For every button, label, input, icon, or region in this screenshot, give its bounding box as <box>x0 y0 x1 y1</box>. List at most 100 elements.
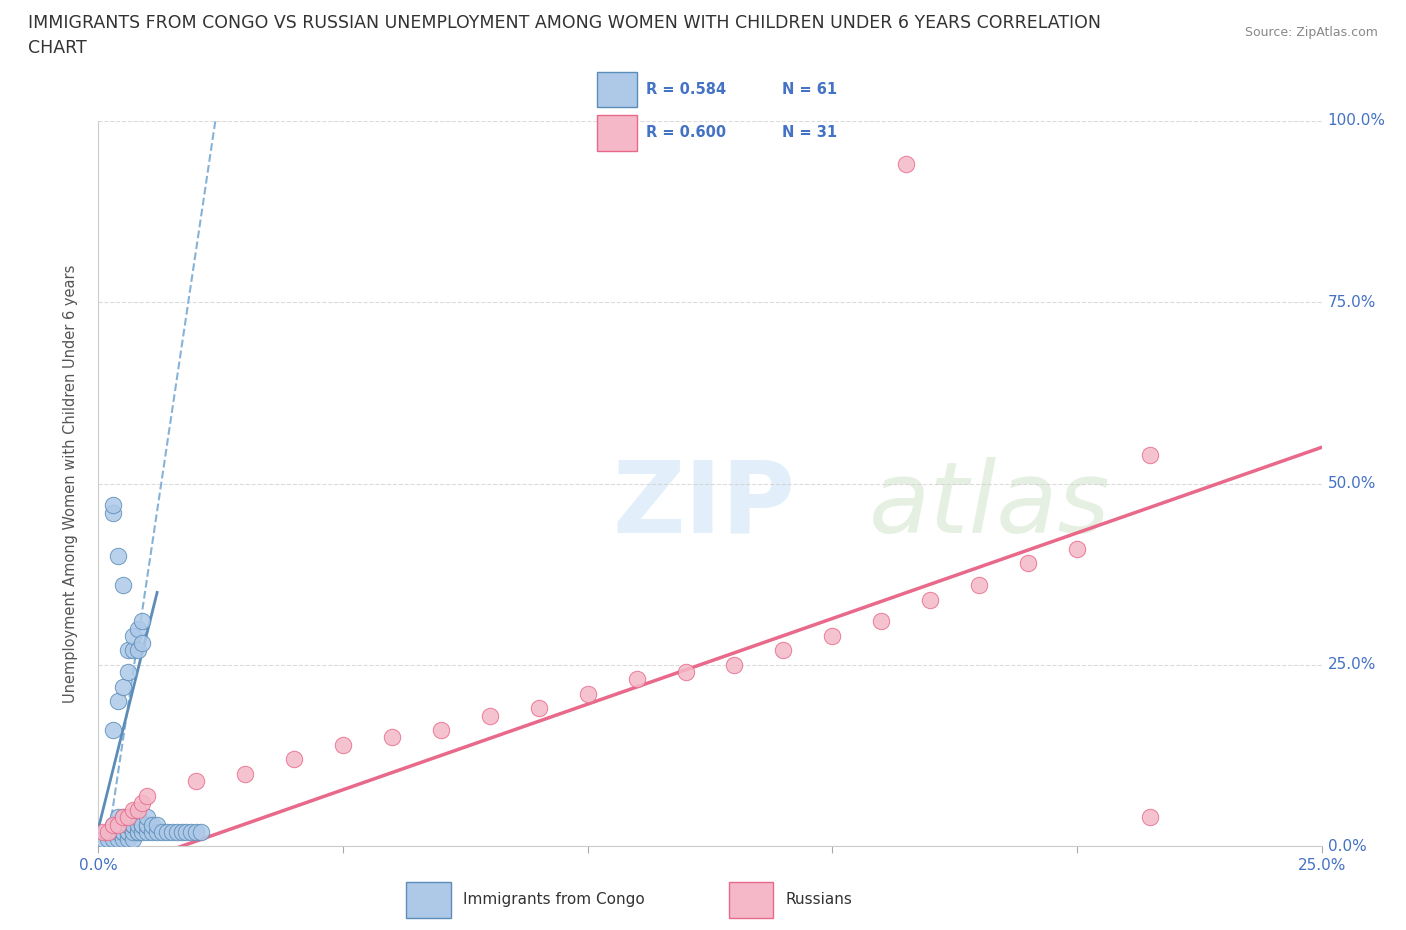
Point <box>141 817 163 832</box>
Point <box>190 824 212 839</box>
Point <box>101 831 124 846</box>
Point <box>127 621 149 636</box>
Point <box>136 817 159 832</box>
Point <box>967 578 990 592</box>
Point <box>117 831 139 846</box>
Point <box>91 831 114 846</box>
Point <box>97 824 120 839</box>
Point <box>121 817 143 832</box>
Point <box>131 636 153 651</box>
Point <box>527 701 550 716</box>
Text: Russians: Russians <box>786 892 853 908</box>
Text: 0.0%: 0.0% <box>1327 839 1367 854</box>
Point <box>894 157 917 172</box>
Point <box>121 824 143 839</box>
Point <box>117 817 139 832</box>
Point <box>772 643 794 658</box>
Point <box>121 629 143 644</box>
Text: IMMIGRANTS FROM CONGO VS RUSSIAN UNEMPLOYMENT AMONG WOMEN WITH CHILDREN UNDER 6 : IMMIGRANTS FROM CONGO VS RUSSIAN UNEMPLO… <box>28 14 1101 32</box>
Text: R = 0.584: R = 0.584 <box>647 82 727 97</box>
Text: N = 61: N = 61 <box>782 82 838 97</box>
Point <box>111 824 134 839</box>
Point <box>111 810 134 825</box>
Point <box>136 810 159 825</box>
Point <box>870 614 893 629</box>
Point <box>131 824 153 839</box>
Point <box>111 810 134 825</box>
Point <box>101 817 124 832</box>
Point <box>1066 541 1088 556</box>
Point <box>1139 810 1161 825</box>
Point <box>136 824 159 839</box>
Point <box>101 824 124 839</box>
Point <box>1139 447 1161 462</box>
Point <box>233 766 256 781</box>
Point <box>117 810 139 825</box>
Point <box>117 824 139 839</box>
Y-axis label: Unemployment Among Women with Children Under 6 years: Unemployment Among Women with Children U… <box>63 264 77 703</box>
Point <box>430 723 453 737</box>
Point <box>107 824 129 839</box>
Text: ZIP: ZIP <box>612 457 794 554</box>
Point <box>111 578 134 592</box>
Point <box>107 549 129 564</box>
Point <box>97 824 120 839</box>
Point <box>117 643 139 658</box>
Point <box>920 592 942 607</box>
Point <box>117 665 139 680</box>
Point <box>626 672 648 687</box>
Text: R = 0.600: R = 0.600 <box>647 126 727 140</box>
Point <box>131 614 153 629</box>
Point <box>131 817 153 832</box>
Text: CHART: CHART <box>28 39 87 57</box>
Point <box>131 795 153 810</box>
Point <box>117 824 139 839</box>
Point <box>141 824 163 839</box>
Point <box>127 824 149 839</box>
Point <box>136 788 159 803</box>
Point <box>131 817 153 832</box>
Point <box>111 679 134 694</box>
Point <box>176 824 198 839</box>
Point <box>127 824 149 839</box>
Point <box>170 824 193 839</box>
Point <box>101 498 124 512</box>
Point <box>101 505 124 520</box>
Point <box>146 824 169 839</box>
FancyBboxPatch shape <box>596 115 637 151</box>
Point <box>117 810 139 825</box>
Point <box>381 730 404 745</box>
Point <box>121 817 143 832</box>
Point <box>107 810 129 825</box>
Point <box>180 824 202 839</box>
Point <box>186 774 208 789</box>
Point <box>91 824 114 839</box>
FancyBboxPatch shape <box>406 882 451 918</box>
Point <box>1017 556 1039 571</box>
Point <box>107 831 129 846</box>
Point <box>97 831 120 846</box>
Point <box>121 643 143 658</box>
Point <box>150 824 173 839</box>
Text: Source: ZipAtlas.com: Source: ZipAtlas.com <box>1244 26 1378 39</box>
Point <box>107 817 129 832</box>
FancyBboxPatch shape <box>728 882 773 918</box>
Point <box>166 824 188 839</box>
Text: 75.0%: 75.0% <box>1327 295 1376 310</box>
Point <box>723 658 745 672</box>
Point <box>675 665 697 680</box>
Point <box>111 817 134 832</box>
Point <box>478 709 501 724</box>
Point <box>127 810 149 825</box>
Point <box>121 831 143 846</box>
Text: atlas: atlas <box>869 457 1111 554</box>
Point <box>117 817 139 832</box>
Point <box>127 803 149 817</box>
Point <box>121 810 143 825</box>
Point <box>121 803 143 817</box>
Point <box>107 694 129 709</box>
Point <box>156 824 179 839</box>
Text: Immigrants from Congo: Immigrants from Congo <box>464 892 645 908</box>
Point <box>821 629 844 644</box>
Point <box>107 817 129 832</box>
